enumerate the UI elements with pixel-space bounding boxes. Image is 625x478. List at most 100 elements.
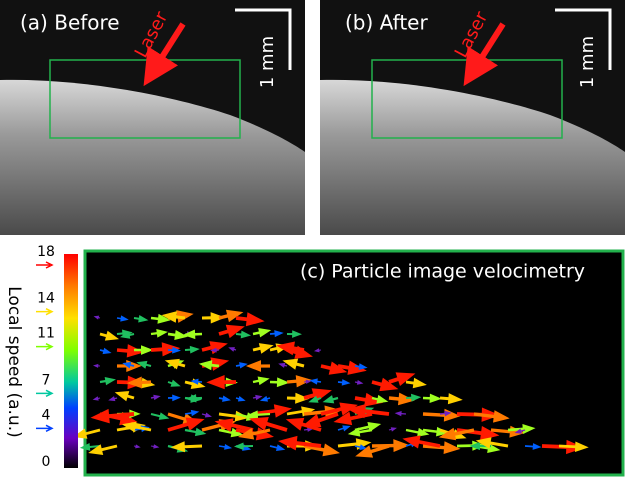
- velocity-arrowhead: [295, 375, 312, 388]
- velocity-arrowhead: [194, 427, 207, 437]
- colorbar-tick-label: 18: [37, 244, 55, 260]
- velocity-arrowhead: [121, 421, 137, 433]
- velocity-arrowhead: [90, 408, 110, 424]
- velocity-arrowhead: [364, 392, 383, 407]
- velocity-arrowhead: [222, 395, 231, 402]
- velocity-arrowhead: [174, 329, 188, 340]
- velocity-arrowhead: [92, 396, 99, 401]
- velocity-arrowhead: [170, 441, 186, 453]
- velocity-arrowhead: [135, 444, 141, 449]
- velocity-arrowhead: [238, 427, 255, 440]
- velocity-arrowhead: [475, 437, 492, 449]
- velocity-arrowhead: [214, 418, 234, 432]
- colorbar-tick-arrow: [36, 342, 54, 351]
- velocity-arrowhead: [469, 441, 480, 451]
- velocity-arrowhead: [282, 358, 299, 370]
- velocity-arrowhead: [258, 327, 272, 338]
- velocity-arrowhead: [136, 360, 148, 369]
- velocity-arrowhead: [258, 343, 274, 354]
- velocity-arrowhead: [308, 395, 319, 403]
- laser-arrow: [463, 22, 506, 87]
- velocity-arrowhead: [224, 443, 233, 450]
- colorbar-tick-label: 7: [42, 372, 51, 388]
- velocity-arrowhead: [140, 345, 154, 355]
- velocity-arrowhead: [522, 424, 536, 434]
- velocity-arrowhead: [190, 409, 200, 417]
- velocity-arrowhead: [322, 395, 335, 404]
- panel-b: Laser 1 mm (b) After: [320, 0, 625, 235]
- velocity-arrowhead: [276, 377, 290, 388]
- colorbar-tick-label: 11: [37, 326, 55, 342]
- velocity-arrowhead: [189, 345, 200, 354]
- velocity-arrowhead: [206, 374, 225, 390]
- velocity-arrowhead: [198, 360, 213, 371]
- velocity-arrowhead: [292, 330, 302, 338]
- velocity-arrowhead: [347, 404, 367, 419]
- colorbar-tick-arrow: [36, 261, 54, 269]
- panel-label: (c) Particle image velocimetry: [300, 261, 585, 283]
- velocity-arrowhead: [438, 427, 457, 441]
- velocity-arrowhead: [302, 413, 322, 428]
- panel-c: (c) Particle image velocimetry: [73, 249, 625, 477]
- velocity-arrowhead: [185, 394, 197, 403]
- velocity-arrowhead: [190, 378, 199, 385]
- colorbar-gradient: [64, 254, 78, 468]
- velocity-arrowhead: [412, 377, 427, 389]
- velocity-arrowhead: [402, 435, 421, 449]
- velocity-arrowhead: [79, 443, 91, 451]
- colorbar-tick-arrow: [36, 424, 54, 433]
- colorbar: Local speed (a.u.) 18 14 11 7 4 0: [4, 244, 78, 470]
- scale-label: 1 mm: [257, 36, 278, 88]
- velocity-arrowhead: [444, 410, 452, 417]
- velocity-arrowhead: [102, 347, 112, 355]
- velocity-arrowhead: [341, 379, 351, 386]
- velocity-arrowhead: [429, 393, 442, 403]
- velocity-arrowhead: [156, 328, 168, 338]
- velocity-arrowhead: [108, 396, 116, 402]
- velocity-arrowhead: [88, 444, 104, 455]
- velocity-arrowhead: [157, 313, 171, 324]
- velocity-arrowhead: [443, 441, 461, 455]
- velocity-arrowhead: [274, 330, 284, 338]
- velocity-arrowhead: [275, 444, 286, 451]
- velocity-arrowhead: [119, 331, 131, 339]
- velocity-arrowhead: [120, 315, 129, 322]
- velocity-arrowhead: [104, 330, 120, 341]
- colorbar-tick-label: 14: [37, 291, 55, 307]
- velocity-arrowhead: [305, 379, 312, 384]
- velocity-arrowhead: [255, 394, 263, 401]
- velocity-arrowhead: [225, 324, 245, 339]
- velocity-arrowhead: [153, 444, 160, 449]
- velocity-arrowhead: [356, 379, 364, 385]
- velocity-arrowhead: [230, 427, 244, 438]
- velocity-arrowhead: [278, 435, 298, 451]
- velocity-arrowhead: [164, 358, 180, 370]
- velocity-arrowhead: [514, 428, 522, 434]
- velocity-arrowhead: [93, 363, 99, 368]
- colorbar-tick-arrow: [36, 307, 54, 316]
- velocity-arrowhead: [285, 417, 305, 431]
- velocity-arrowhead: [278, 362, 286, 368]
- velocity-arrowhead: [322, 443, 340, 457]
- colorbar-tick-label: 4: [42, 407, 51, 423]
- velocity-arrowhead: [185, 417, 205, 431]
- velocity-arrowhead: [493, 410, 510, 423]
- velocity-arrowhead: [245, 360, 262, 372]
- velocity-arrowhead: [239, 362, 248, 369]
- velocity-arrowhead: [376, 394, 389, 404]
- velocity-arrowhead: [210, 312, 226, 324]
- velocity-arrowhead: [182, 329, 196, 340]
- velocity-arrowhead: [114, 391, 130, 402]
- velocity-arrowhead: [225, 309, 244, 323]
- velocity-arrowhead: [210, 347, 217, 353]
- velocity-arrowhead: [313, 348, 320, 353]
- velocity-arrowhead: [333, 411, 353, 426]
- velocity-arrowhead: [246, 410, 259, 420]
- velocity-arrowhead: [480, 425, 500, 441]
- velocity-arrowhead: [347, 360, 367, 375]
- scale-label: 1 mm: [577, 36, 598, 88]
- velocity-arrowhead: [273, 404, 292, 418]
- velocity-arrowhead: [358, 363, 368, 370]
- velocity-arrowhead: [276, 341, 295, 356]
